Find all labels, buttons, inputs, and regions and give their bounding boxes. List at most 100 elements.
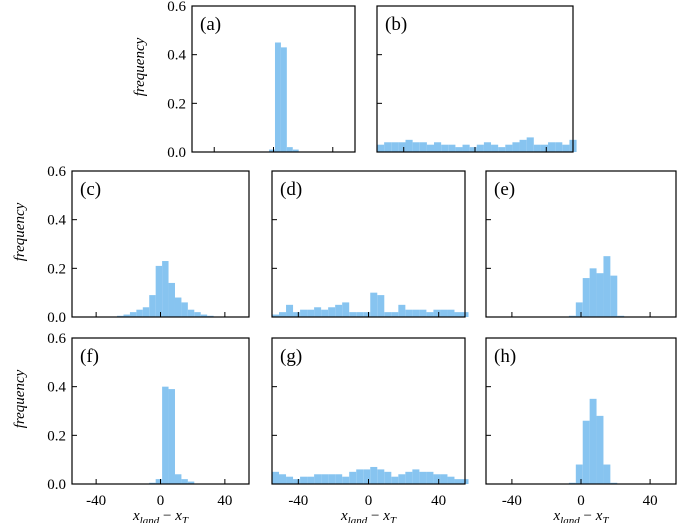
histogram-bar <box>505 144 513 152</box>
histogram-bar <box>440 474 448 484</box>
y-tick-label: 0.6 <box>47 164 66 180</box>
histogram-bar <box>363 312 371 317</box>
histogram-bar <box>610 275 618 317</box>
histogram-bar <box>328 307 336 317</box>
histogram-bar <box>377 144 385 152</box>
histogram-bar <box>293 312 301 317</box>
histogram-bar <box>617 315 625 317</box>
histogram-bar <box>272 471 280 484</box>
x-tick-label: 0 <box>365 493 373 509</box>
histogram-bar <box>187 481 195 484</box>
histogram-bar <box>342 476 350 484</box>
x-axis-title: xland − xT <box>340 508 397 523</box>
histogram-bar <box>174 474 182 484</box>
y-tick-label: 0.0 <box>47 477 66 493</box>
histogram-bar <box>279 312 287 317</box>
histogram-bar <box>562 144 570 152</box>
histogram-bar <box>498 147 506 152</box>
histogram-bar <box>476 144 484 152</box>
x-tick-label: 40 <box>217 493 232 509</box>
histogram-bar <box>162 386 169 484</box>
histogram-bar <box>314 307 322 317</box>
histogram-bar <box>162 261 169 317</box>
histogram-bar <box>412 469 420 484</box>
histogram-bar <box>555 142 563 152</box>
histogram-bar <box>293 479 301 484</box>
histogram-bar <box>142 307 150 317</box>
y-axis-title: frequency <box>12 369 28 428</box>
histogram-bar <box>398 142 406 152</box>
panel-c: 0.0 0.2 0.4 0.6 (c) frequency <box>12 164 250 326</box>
x-tick-label: -40 <box>502 493 522 509</box>
histogram-bar <box>582 420 590 484</box>
histogram-bar <box>540 144 549 152</box>
histogram-bar <box>519 139 527 152</box>
histogram-bar <box>391 476 399 484</box>
histogram-bar <box>384 471 392 484</box>
panel-d: (d) <box>271 170 469 318</box>
histogram-bar <box>274 42 281 152</box>
histogram-bar <box>589 268 597 317</box>
histogram-bar <box>434 142 442 152</box>
panel-e: (e) <box>485 170 677 318</box>
histogram-bar <box>356 469 364 484</box>
panel-g: -40 0 40 (g) xland − xT <box>271 337 469 523</box>
panel-h: -40 0 40 (h) xland − xT <box>485 337 677 523</box>
histogram-bar <box>370 292 378 317</box>
histogram-bar <box>589 398 597 484</box>
panel-label: (e) <box>494 179 515 200</box>
histogram-bar <box>454 479 462 484</box>
histogram-bar <box>398 304 406 317</box>
panel-b: (b) <box>376 5 577 153</box>
histogram-bar <box>272 314 280 317</box>
histogram-bar <box>469 147 477 152</box>
histogram-bar <box>123 314 130 317</box>
histogram-bar <box>280 47 287 152</box>
histogram-bar <box>433 474 441 484</box>
histogram-bar <box>483 142 492 152</box>
histogram-bar <box>377 295 385 317</box>
histogram-bar <box>292 149 299 152</box>
y-tick-label: 0.6 <box>167 0 186 15</box>
histogram-bar <box>603 464 611 484</box>
histogram-bar <box>448 144 456 152</box>
panel-label: (h) <box>494 346 516 367</box>
y-tick-label: 0.4 <box>167 48 186 64</box>
histogram-bar <box>568 315 576 317</box>
y-tick-label: 0.2 <box>167 96 186 112</box>
histogram-bar <box>149 482 156 484</box>
panel-label: (g) <box>280 346 302 367</box>
x-tick-label: 40 <box>431 493 446 509</box>
histogram-bar <box>412 142 420 152</box>
histogram-bar <box>207 315 214 317</box>
y-tick-label: 0.4 <box>47 213 66 229</box>
histogram-bar <box>342 302 350 317</box>
x-axis-title: xland − xT <box>132 508 189 523</box>
x-tick-label: -40 <box>86 493 106 509</box>
histogram-bar <box>149 295 156 317</box>
y-tick-label: 0.0 <box>47 310 66 326</box>
histogram-bar <box>391 312 399 317</box>
histogram-bar <box>526 137 534 152</box>
histogram-bar <box>447 476 455 484</box>
histogram-bar <box>455 147 463 152</box>
histogram-bar <box>129 312 137 317</box>
histogram-bar <box>168 389 175 484</box>
histogram-bar <box>363 469 371 484</box>
panel-label: (c) <box>80 179 101 200</box>
histogram-bar <box>582 278 590 317</box>
histogram-bar <box>269 149 275 152</box>
histogram-bar <box>349 312 357 317</box>
histogram-bar <box>610 482 618 484</box>
histogram-bar <box>328 474 336 484</box>
histogram-bar <box>426 471 434 484</box>
histogram-bar <box>419 471 427 484</box>
histogram-bar <box>596 273 604 317</box>
y-axis-title: frequency <box>132 37 148 96</box>
panel-label: (f) <box>80 346 99 367</box>
histogram-bar <box>181 302 188 317</box>
histogram-bar <box>384 142 392 152</box>
histogram-bar <box>356 312 364 317</box>
histogram-bar <box>405 471 413 484</box>
